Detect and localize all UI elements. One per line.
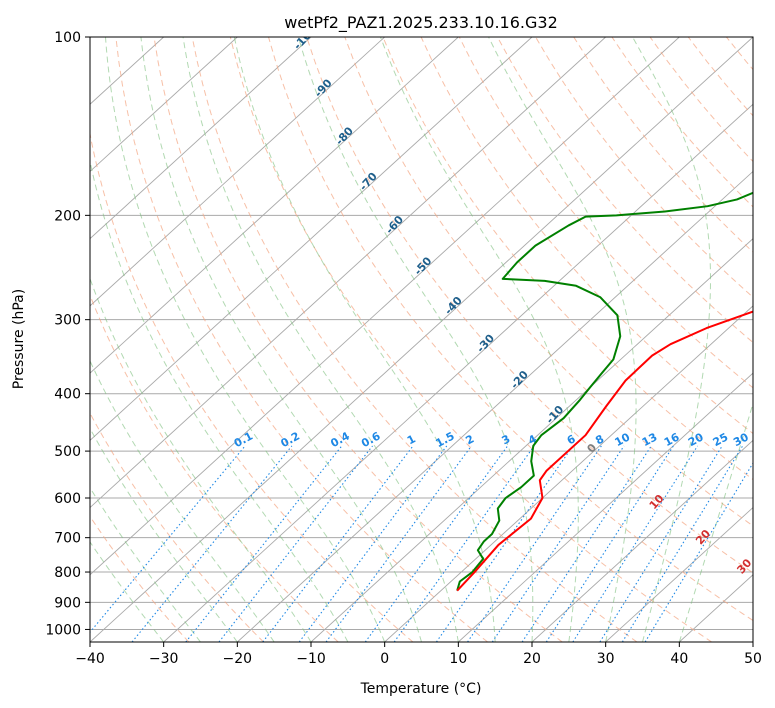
y-tick-label: 500 [54,444,81,460]
moist-adiabat-line [90,359,275,642]
isotherm-line [458,372,753,642]
moist-adiabat-line [678,401,753,642]
mixing-ratio-label: 25 [711,430,731,449]
mixing-ratio-line [90,445,246,634]
y-tick-label: 900 [54,595,81,611]
dry-adiabat-line [306,37,753,574]
x-tick-label: 20 [523,651,541,667]
x-tick-label: 30 [597,651,615,667]
dry-adiabat-line [535,37,753,298]
isotherm-line [90,37,238,173]
mixing-ratio-line [599,445,723,642]
y-axis: 100 200 300 400 500 600 700 800 900 1000 [45,30,90,638]
dry-adiabat-line [90,131,414,642]
dry-adiabat-line [268,37,753,622]
y-tick-label: 1000 [45,622,81,638]
x-tick-label: −40 [75,651,105,667]
moist-adiabat-line [90,541,165,642]
mixing-ratio-line [298,445,448,642]
isotherm-line [605,506,753,642]
dry-adiabat-line [153,37,563,642]
moist-adiabat-line [104,37,386,642]
mixing-ratio-line [325,445,472,642]
moist-adiabat-line [380,37,579,642]
x-tick-label: −30 [149,651,179,667]
y-tick-label: 200 [54,208,81,224]
isotherm-line [90,37,680,576]
mixing-ratio-line [545,445,674,642]
dewpoint-profile-line [456,191,753,591]
isotherm-line [237,170,753,642]
dry-adiabat-line [90,515,190,642]
moist-adiabat-line [182,37,459,642]
dry-adiabat-line [344,37,753,527]
mixing-ratio-line [185,445,343,642]
mixing-ratio-label: 10 [613,430,633,449]
x-tick-label: 40 [670,651,688,667]
y-axis-label: Pressure (hPa) [11,289,27,389]
mixing-ratio-label: 36 [752,430,772,449]
y-tick-label: 700 [54,531,81,547]
mixing-ratio-label: 13 [640,430,660,449]
x-tick-label: 0 [380,651,389,667]
mixing-ratio-label: 30 [731,430,751,449]
dry-adiabat-label: 30 [734,556,754,576]
y-tick-label: 800 [54,565,81,581]
y-tick-label: 100 [54,30,81,46]
y-tick-label: 600 [54,491,81,507]
isotherm-line [90,37,606,509]
moist-adiabat-line [90,427,238,642]
moist-adiabat-line [90,277,312,642]
moist-adiabat-line [90,486,201,642]
isotherm-line [163,103,753,642]
mixing-ratio-line [218,445,373,642]
isotherm-line [384,305,753,642]
moist-adiabat-line [233,37,496,642]
isotherm-line [531,439,753,642]
moist-adiabat-line [140,37,422,642]
x-tick-label: −20 [223,651,253,667]
dry-adiabat-line [191,37,638,642]
dry-adiabat-line [115,37,488,642]
chart-title: wetPf2_PAZ1.2025.233.10.16.G32 [284,13,558,33]
isotherm-line [90,37,385,307]
mixing-ratio-line [364,445,509,642]
mixing-ratio-label: 20 [686,430,706,449]
y-tick-label: 400 [54,387,81,403]
plot-frame [89,36,754,643]
mixing-ratio-line [491,445,625,642]
x-tick-label: 50 [744,651,762,667]
dry-adiabat-line [229,37,712,642]
moist-adiabat-line [488,37,637,642]
temperature-profile-line [456,310,753,592]
mixing-ratio-label: 16 [662,430,682,449]
isotherm-line [310,238,753,642]
mixing-ratio-line [521,445,652,642]
mixing-ratio-line [393,445,535,642]
moist-adiabat-line [90,158,349,642]
x-tick-label: −10 [296,651,326,667]
mixing-ratio-line [572,445,699,642]
isotherm-line [90,37,459,374]
dry-adiabat-line [497,37,753,344]
isotherm-line [90,37,533,441]
y-tick-label: 300 [54,313,81,329]
mixing-ratio-line [262,445,414,642]
moist-adiabat-line [632,37,712,642]
isotherm-line [90,37,312,240]
x-axis: −40 −30 −20 −10 0 10 20 30 40 50 [75,642,762,667]
x-axis-label: Temperature (°C) [360,681,482,697]
dry-adiabat-line [90,412,264,642]
x-tick-label: 10 [449,651,467,667]
